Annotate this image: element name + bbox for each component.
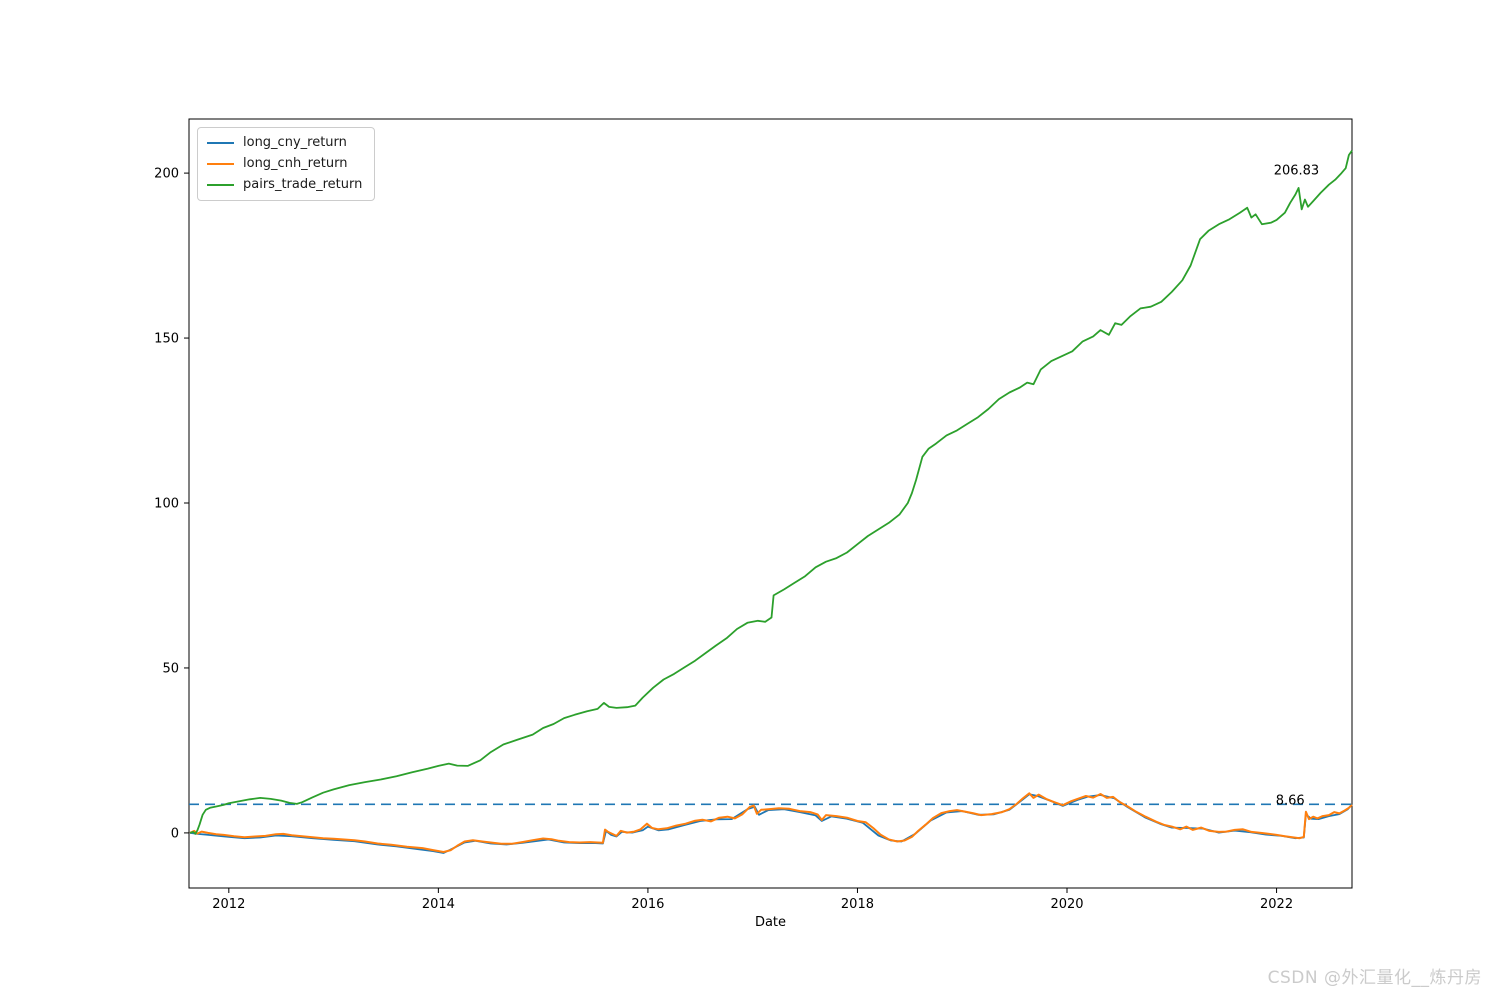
x-tick-label: 2012 (212, 897, 245, 912)
y-tick-label: 200 (154, 167, 179, 182)
series-line-pairs_trade_return (189, 150, 1353, 835)
legend-line-swatch-green (207, 184, 234, 186)
annotation-final-value-green: 206.83 (1273, 163, 1320, 179)
y-tick-label: 50 (162, 661, 179, 676)
legend: long_cny_return long_cnh_return pairs_tr… (197, 127, 376, 201)
legend-label: long_cny_return (243, 135, 347, 150)
x-tick-label: 2020 (1050, 897, 1083, 912)
y-tick-label: 0 (171, 826, 179, 841)
legend-item-long-cnh: long_cnh_return (207, 156, 362, 172)
series-line-long_cnh_return (189, 792, 1353, 853)
x-axis-label: Date (754, 915, 787, 930)
legend-line-swatch-blue (207, 142, 234, 144)
x-tick-label: 2018 (841, 897, 874, 912)
x-tick-label: 2022 (1260, 897, 1293, 912)
legend-label: long_cnh_return (243, 156, 348, 171)
legend-line-swatch-orange (207, 163, 234, 165)
watermark: CSDN @外汇量化__炼丹房 (1267, 968, 1482, 988)
legend-item-pairs-trade: pairs_trade_return (207, 177, 362, 193)
legend-label: pairs_trade_return (243, 177, 363, 192)
axes-spines (188, 118, 1353, 889)
legend-item-long-cny: long_cny_return (207, 135, 362, 151)
y-tick-label: 150 (154, 332, 179, 347)
y-tick-label: 100 (154, 497, 179, 512)
annotation-final-value-dashed: 8.66 (1275, 793, 1305, 809)
x-tick-label: 2016 (631, 897, 664, 912)
series-line-long_cny_return (189, 793, 1353, 854)
x-tick-label: 2014 (422, 897, 455, 912)
